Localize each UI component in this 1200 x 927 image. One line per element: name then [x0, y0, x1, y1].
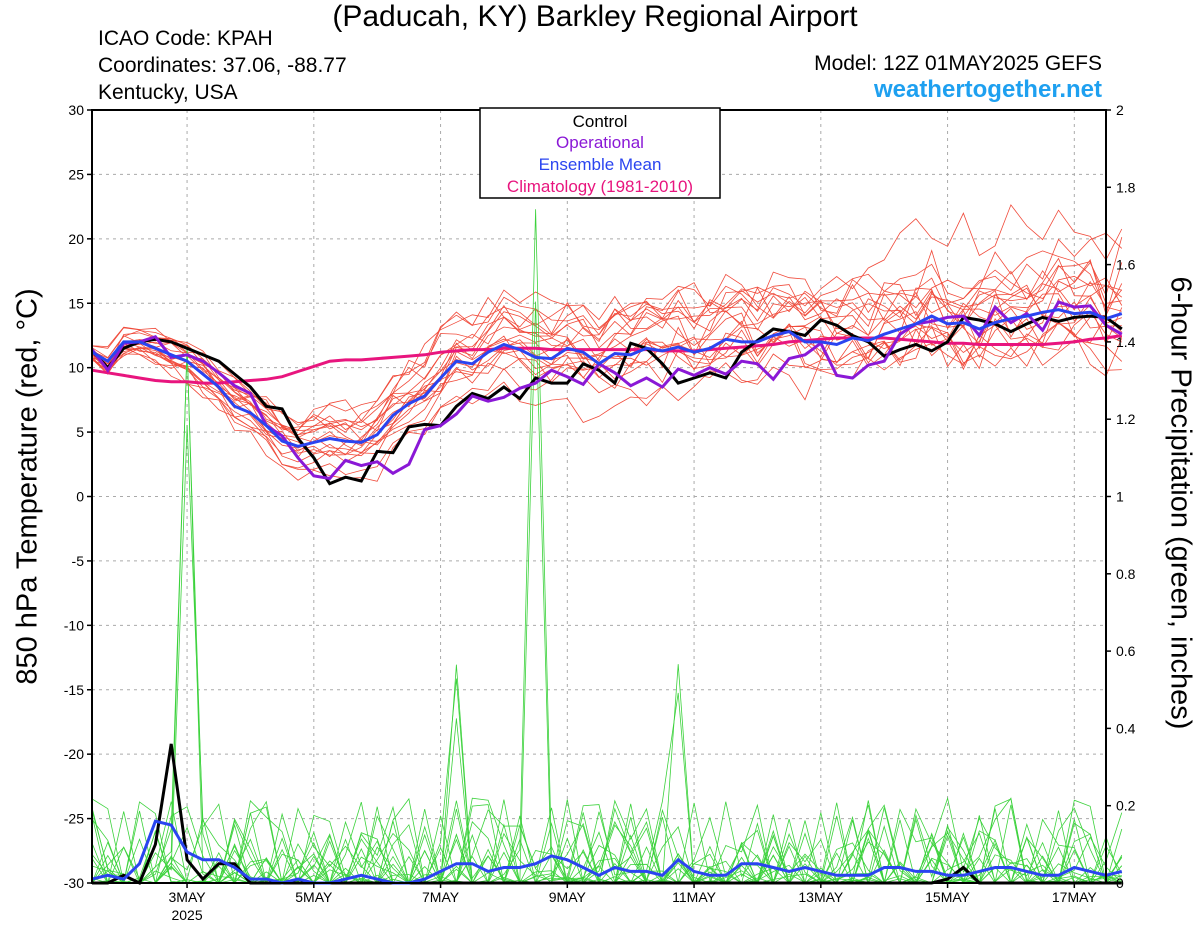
y2-tick-label: 0.8 — [1116, 566, 1136, 582]
precip-member-line — [91, 800, 1123, 884]
x-tick-label: 11MAY — [672, 889, 716, 905]
precip-member-line — [92, 797, 1122, 885]
temp-member-line — [91, 315, 1123, 449]
temp-control-line — [90, 314, 1123, 486]
y2-tick-label: 1.8 — [1116, 179, 1136, 195]
x-tick-label: 17MAY — [1052, 889, 1098, 905]
site-link[interactable]: weathertogether.net — [873, 76, 1102, 103]
x-tick-label: 9MAY — [549, 889, 587, 905]
legend-box — [479, 107, 721, 199]
y-tick-label: -10 — [64, 617, 84, 633]
y2-tick-label: 1.2 — [1116, 411, 1136, 427]
temp-member-line — [91, 258, 1123, 436]
temp-member-line — [91, 280, 1122, 445]
x-tick-label: 15MAY — [925, 889, 971, 905]
y2-tick-label: 0.4 — [1116, 720, 1136, 736]
temp-member-line — [91, 287, 1122, 432]
precip-member-line — [91, 209, 1122, 885]
x-tick-label: 7MAY — [422, 889, 460, 905]
y2-tick-label: 0.6 — [1116, 643, 1136, 659]
y-tick-label: 0 — [76, 489, 84, 505]
grid-lines — [92, 110, 1106, 883]
legend: Control Operational Ensemble Mean Climat… — [479, 107, 721, 199]
ensemble-members — [91, 204, 1123, 885]
x-tick-label: 5MAY — [295, 889, 333, 905]
y2-tick-label: 2 — [1116, 102, 1124, 118]
chart-title: (Paducah, KY) Barkley Regional Airport — [332, 0, 858, 33]
model-run: Model: 12Z 01MAY2025 GEFS — [814, 52, 1102, 75]
temp-climatology-1981-2010-line — [91, 334, 1123, 385]
icao-code: ICAO Code: KPAH — [98, 27, 273, 50]
precip-member-line — [91, 802, 1123, 885]
temp-member-line — [91, 250, 1123, 431]
y2-tick-label: 0 — [1116, 875, 1124, 891]
coordinates: Coordinates: 37.06, -88.77 — [98, 54, 347, 77]
x-tick-label: 3MAY — [169, 889, 207, 905]
y-tick-label: 30 — [68, 102, 84, 118]
y-tick-label: 20 — [68, 231, 84, 247]
temp-member-line — [91, 322, 1122, 469]
y2-tick-label: 1.4 — [1116, 334, 1136, 350]
y-tick-label: -25 — [64, 811, 84, 827]
y-tick-label: -15 — [64, 682, 84, 698]
legend-operational: Operational — [556, 133, 644, 152]
y-tick-label: -30 — [64, 875, 84, 891]
region: Kentucky, USA — [98, 81, 238, 104]
legend-control: Control — [573, 112, 628, 131]
x-tick-label: 13MAY — [798, 889, 844, 905]
y-tick-label: -5 — [72, 553, 85, 569]
y-tick-label: 15 — [68, 295, 84, 311]
precip-control-line — [92, 743, 1122, 886]
temp-member-line — [91, 204, 1123, 431]
precip-member-line — [91, 803, 1122, 885]
precip-member-line — [91, 797, 1122, 885]
y-tick-label: -20 — [64, 746, 84, 762]
y2-tick-label: 1 — [1116, 489, 1124, 505]
axes: 302520151050-5-10-15-20-25-3021.81.61.41… — [64, 102, 1136, 923]
y-tick-label: 5 — [76, 424, 84, 440]
legend-ensemble-mean: Ensemble Mean — [539, 155, 662, 174]
legend-climatology: Climatology (1981-2010) — [507, 177, 693, 196]
temp-ensemble-mean-line — [91, 308, 1123, 448]
main-series — [90, 300, 1123, 886]
y2-tick-label: 0.2 — [1116, 798, 1136, 814]
precip-ensemble-mean-line — [91, 819, 1123, 885]
y2-tick-label: 1.6 — [1116, 257, 1136, 273]
temp-member-line — [91, 236, 1123, 424]
temp-member-line — [91, 301, 1123, 482]
y-tick-label: 25 — [68, 166, 84, 182]
y-tick-label: 10 — [68, 360, 84, 376]
temp-operational-line — [90, 300, 1123, 481]
x-tick-year: 2025 — [171, 907, 202, 923]
